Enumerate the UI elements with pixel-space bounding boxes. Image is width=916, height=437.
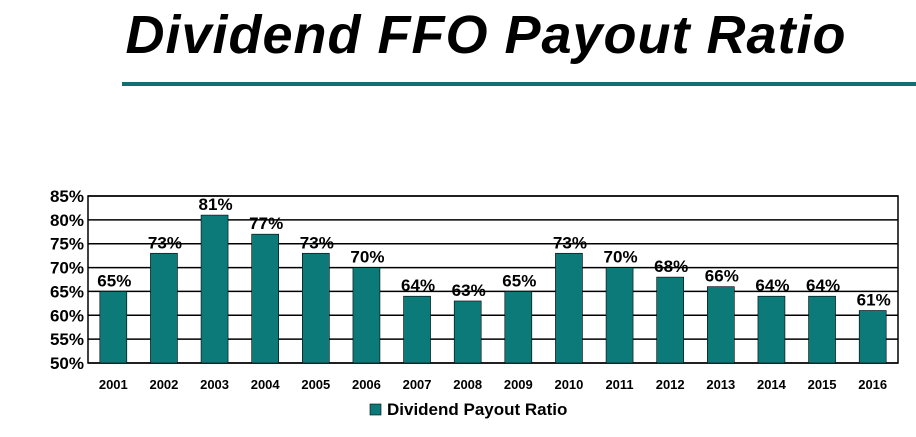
title-underline [122, 82, 916, 86]
x-tick-label: 2015 [808, 377, 837, 392]
bar [707, 286, 735, 364]
legend-swatch [369, 403, 382, 416]
bar [555, 252, 583, 364]
data-label: 68% [654, 257, 688, 276]
x-tick-label: 2011 [605, 377, 633, 392]
data-label: 73% [553, 233, 587, 252]
data-label: 64% [806, 276, 840, 295]
bar [808, 295, 836, 364]
data-label: 77% [249, 214, 283, 233]
y-tick-label: 65% [50, 282, 84, 301]
chart-title-text: Dividend FFO Payout Ratio [125, 5, 847, 65]
data-label: 73% [148, 233, 182, 252]
bar [453, 300, 482, 364]
bar [757, 295, 786, 364]
bar [858, 310, 887, 364]
bar [403, 295, 431, 364]
x-tick-label: 2010 [554, 377, 583, 392]
data-label: 63% [452, 281, 486, 300]
x-tick-label: 2012 [656, 377, 685, 392]
x-tick-label: 2005 [301, 377, 330, 392]
data-label: 70% [350, 248, 384, 267]
data-label: 73% [300, 233, 334, 252]
data-label: 65% [97, 271, 131, 290]
x-tick-label: 2009 [504, 377, 533, 392]
legend-label: Dividend Payout Ratio [387, 400, 567, 419]
data-label: 64% [401, 276, 435, 295]
y-tick-label: 50% [50, 354, 84, 373]
bar [200, 214, 229, 364]
chart-title: Dividend FFO Payout Ratio [0, 0, 916, 80]
x-tick-label: 2016 [858, 377, 887, 392]
bar [150, 252, 178, 364]
bar [656, 276, 684, 364]
y-tick-label: 70% [50, 259, 84, 278]
x-tick-label: 2002 [149, 377, 178, 392]
data-label: 66% [705, 267, 739, 286]
x-tick-label: 2013 [706, 377, 735, 392]
x-tick-label: 2014 [757, 377, 787, 392]
y-tick-label: 55% [50, 330, 84, 349]
data-label: 64% [755, 276, 789, 295]
data-label: 70% [604, 248, 638, 267]
y-tick-label: 60% [50, 306, 84, 325]
x-tick-label: 2006 [352, 377, 381, 392]
bar [302, 252, 330, 364]
bar [251, 233, 279, 364]
data-label: 65% [502, 271, 536, 290]
y-tick-label: 80% [50, 211, 84, 230]
data-label: 81% [199, 195, 233, 214]
x-tick-label: 2004 [251, 377, 281, 392]
x-tick-label: 2001 [99, 377, 128, 392]
y-tick-label: 85% [50, 187, 84, 206]
x-tick-label: 2003 [200, 377, 229, 392]
x-tick-label: 2007 [403, 377, 432, 392]
data-label: 61% [857, 291, 891, 310]
x-tick-label: 2008 [453, 377, 482, 392]
bar [352, 267, 381, 364]
bar [99, 291, 128, 364]
y-tick-label: 75% [50, 235, 84, 254]
bar [504, 291, 533, 364]
plot-frame [87, 195, 899, 364]
bar [605, 267, 634, 364]
